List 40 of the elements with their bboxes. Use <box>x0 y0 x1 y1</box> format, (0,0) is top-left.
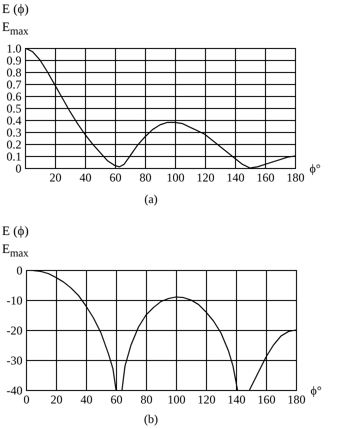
y-axis-title: E (ϕ) E$_{max}$ <box>2 222 29 262</box>
x-tick-label: 160 <box>256 170 274 184</box>
x-axis-title: ϕ° <box>310 162 321 176</box>
x-tick-label: 80 <box>140 170 152 184</box>
y-tick-label: 0.8 <box>6 66 22 80</box>
text: (b) <box>143 412 159 427</box>
x-tick-label: 140 <box>226 170 244 184</box>
x-tick-label: 40 <box>80 170 92 184</box>
x-tick-label: 20 <box>50 392 62 406</box>
x-tick-label: 160 <box>258 392 276 406</box>
y-tick-label: -10 <box>6 294 22 308</box>
y-tick-label: 0.5 <box>6 102 22 116</box>
x-tick-label: 20 <box>50 170 62 184</box>
y-tick-label: 0.9 <box>6 54 22 68</box>
x-tick-label: 140 <box>228 392 246 406</box>
x-tick-label: 60 <box>110 170 122 184</box>
x-tick-label: 120 <box>198 392 216 406</box>
x-tick-label: 180 <box>286 170 304 184</box>
x-tick-label: 40 <box>80 392 92 406</box>
y-tick-label: 0.4 <box>6 114 22 128</box>
y-tick-label: 0.2 <box>6 138 22 152</box>
y-tick-label: 0.1 <box>6 150 22 164</box>
y-tick-label: -30 <box>6 354 22 368</box>
x-axis-title: ϕ° <box>310 384 322 398</box>
y-tick-label: -40 <box>6 384 22 398</box>
text: (a) <box>143 192 159 207</box>
y-tick-label: 0 <box>16 162 22 176</box>
x-tick-label: 100 <box>166 170 184 184</box>
y-tick-label: 1.0 <box>6 42 22 56</box>
x-tick-label: 120 <box>196 170 214 184</box>
x-tick-label: 100 <box>168 392 186 406</box>
y-tick-label: 0.3 <box>6 126 22 140</box>
y-tick-label: 0.6 <box>6 90 22 104</box>
y-tick-label: 0 <box>16 264 22 278</box>
y-tick-label: -20 <box>6 324 22 338</box>
x-tick-label: 180 <box>288 392 306 406</box>
y-tick-label: 0.7 <box>6 78 22 92</box>
x-tick-label: 60 <box>110 392 122 406</box>
x-tick-label: 80 <box>140 392 152 406</box>
y-axis-title: E (ϕ) E$_{max}$ <box>2 0 29 40</box>
